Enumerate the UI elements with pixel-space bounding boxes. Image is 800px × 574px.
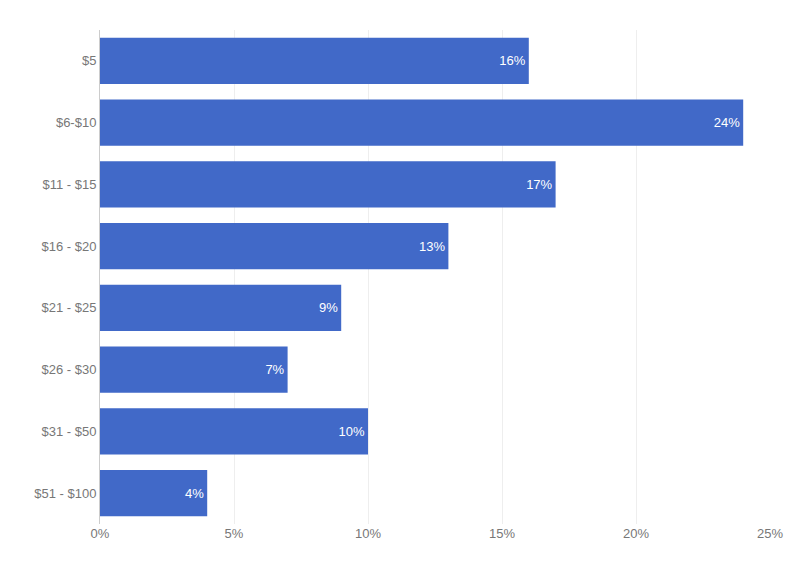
svg-text:4%: 4% bbox=[185, 486, 204, 501]
svg-text:20%: 20% bbox=[623, 526, 649, 541]
svg-text:10%: 10% bbox=[355, 526, 381, 541]
svg-text:17%: 17% bbox=[526, 177, 552, 192]
svg-text:0%: 0% bbox=[91, 526, 110, 541]
svg-text:7%: 7% bbox=[265, 362, 284, 377]
svg-text:$26 - $30: $26 - $30 bbox=[41, 362, 96, 377]
svg-text:$11 - $15: $11 - $15 bbox=[42, 177, 96, 192]
svg-text:9%: 9% bbox=[319, 300, 338, 315]
svg-text:10%: 10% bbox=[339, 424, 365, 439]
svg-text:25%: 25% bbox=[757, 526, 783, 541]
svg-text:$16 - $20: $16 - $20 bbox=[41, 239, 96, 254]
svg-text:13%: 13% bbox=[419, 239, 445, 254]
svg-text:5%: 5% bbox=[225, 526, 244, 541]
svg-text:15%: 15% bbox=[489, 526, 515, 541]
svg-text:16%: 16% bbox=[499, 53, 525, 68]
svg-text:$21 - $25: $21 - $25 bbox=[41, 300, 96, 315]
svg-text:$31 - $50: $31 - $50 bbox=[41, 424, 96, 439]
svg-text:$6-$10: $6-$10 bbox=[56, 115, 96, 130]
svg-text:24%: 24% bbox=[714, 115, 740, 130]
svg-text:$51 - $100: $51 - $100 bbox=[34, 486, 96, 501]
svg-text:$5: $5 bbox=[82, 53, 96, 68]
